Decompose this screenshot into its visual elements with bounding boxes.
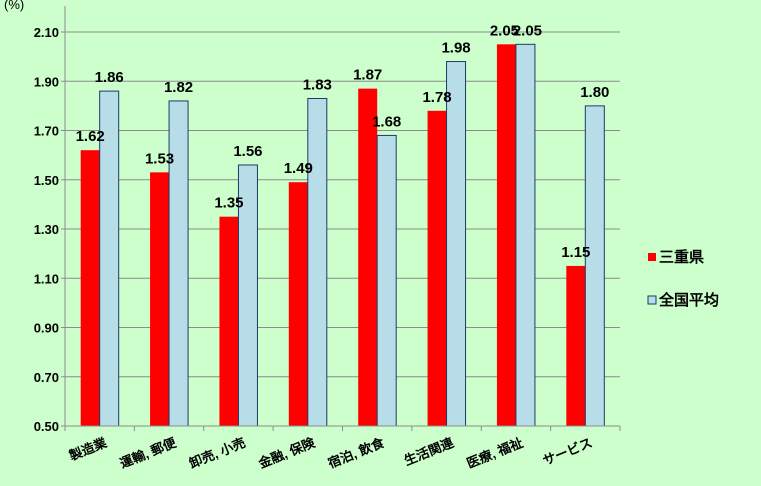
data-label: 1.78 xyxy=(422,89,451,106)
legend-label-mie: 三重県 xyxy=(659,248,704,266)
y-tick-label: 0.90 xyxy=(34,321,59,336)
bar-mie xyxy=(358,88,378,426)
x-tick-label: 医療, 福祉 xyxy=(465,435,526,471)
data-label: 1.15 xyxy=(561,244,590,261)
bar-national xyxy=(376,134,397,427)
legend-swatch-mie xyxy=(648,253,656,261)
bars xyxy=(80,43,605,427)
x-tick-label: サービス xyxy=(541,435,595,468)
y-tick-label: 1.90 xyxy=(34,74,59,89)
bar-mie xyxy=(288,182,308,426)
y-tick-label: 2.10 xyxy=(34,25,59,40)
x-tick-label: 卸売, 小売 xyxy=(187,435,248,471)
data-label: 2.05 xyxy=(513,22,542,39)
data-label: 1.49 xyxy=(284,160,313,177)
plot-area xyxy=(65,6,620,426)
bar-mie xyxy=(566,265,586,426)
data-label: 1.98 xyxy=(441,40,470,57)
x-tick-label: 生活関連 xyxy=(402,435,457,469)
bar-national xyxy=(307,97,328,427)
x-tick-label: 金融, 保険 xyxy=(255,435,317,472)
data-label: 1.35 xyxy=(214,195,243,212)
bar-national xyxy=(446,61,467,427)
bar-mie xyxy=(219,216,239,426)
y-tick-label: 1.10 xyxy=(34,271,59,286)
legend: 三重県 全国平均 xyxy=(647,248,719,309)
data-label: 1.56 xyxy=(233,143,262,160)
bar-mie xyxy=(80,150,100,426)
data-label: 1.86 xyxy=(95,69,124,86)
bar-mie xyxy=(427,110,447,427)
y-tick-label: 1.50 xyxy=(34,173,59,188)
legend-label-national: 全国平均 xyxy=(658,291,719,309)
x-tick-label: 製造業 xyxy=(66,435,110,464)
data-label: 1.62 xyxy=(76,128,105,145)
x-tick-labels: 製造業 運輸, 郵便 卸売, 小売 金融, 保険 宿泊, 飲食 生活関連 医療, 福祉 サービ… xyxy=(66,435,594,472)
data-label: 1.68 xyxy=(372,113,401,130)
data-label: 1.87 xyxy=(353,67,382,84)
legend-swatch-national xyxy=(647,295,657,305)
data-label: 1.83 xyxy=(303,76,332,93)
y-tick-label: 0.70 xyxy=(34,370,59,385)
y-unit-label: (%) xyxy=(4,0,24,12)
axes xyxy=(61,6,621,431)
bar-national xyxy=(584,105,605,427)
bar-mie xyxy=(496,44,516,426)
x-tick-label: 宿泊, 飲食 xyxy=(326,435,387,471)
data-labels: 1.62 1.86 1.53 1.82 1.35 1.56 1.49 1.83 1.87 1.68… xyxy=(76,22,610,261)
data-label: 1.53 xyxy=(145,150,174,167)
data-label: 1.82 xyxy=(164,79,193,96)
y-tick-labels: 0.50 0.70 0.90 1.10 1.30 1.50 1.70 1.90 2.10 xyxy=(34,25,59,434)
data-label: 2.05 xyxy=(490,22,519,39)
y-tick-label: 1.30 xyxy=(34,222,59,237)
y-tick-label: 0.50 xyxy=(34,419,59,434)
y-tick-label: 1.70 xyxy=(34,124,59,139)
bar-national xyxy=(515,43,536,427)
x-tick-label: 運輸, 郵便 xyxy=(118,435,179,471)
bar-mie xyxy=(150,172,170,426)
data-label: 1.80 xyxy=(580,84,609,101)
